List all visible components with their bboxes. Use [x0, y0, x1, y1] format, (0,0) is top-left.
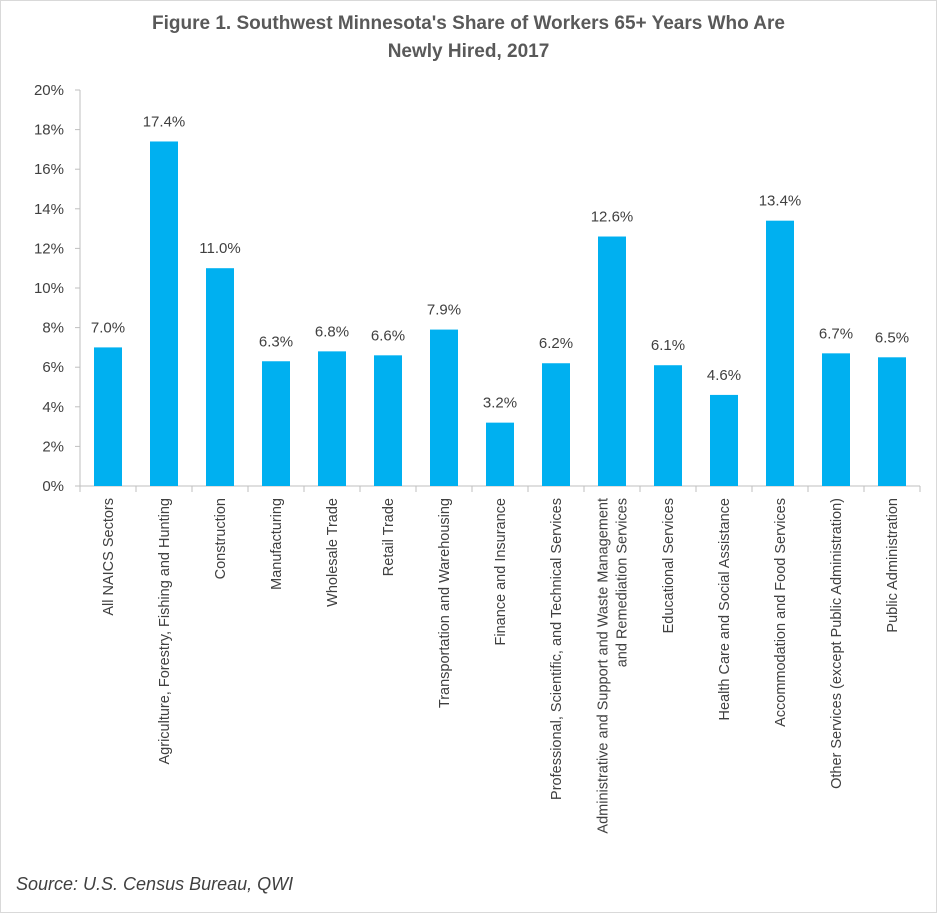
category-label: Finance and Insurance	[493, 498, 509, 646]
category-label: All NAICS Sectors	[101, 498, 117, 616]
bar	[598, 236, 626, 486]
data-label: 6.7%	[819, 325, 853, 342]
y-tick-label: 16%	[34, 161, 64, 178]
data-label: 6.5%	[875, 329, 909, 346]
bar	[486, 422, 514, 486]
data-label: 12.6%	[591, 209, 634, 226]
category-label: Public Administration	[885, 498, 901, 633]
data-label: 11.0%	[199, 240, 240, 257]
data-label: 17.4%	[143, 113, 186, 130]
bar	[710, 394, 738, 486]
y-tick-label: 0%	[42, 478, 64, 495]
data-label: 13.4%	[759, 193, 802, 210]
data-label: 3.2%	[483, 395, 517, 412]
data-label: 4.6%	[707, 367, 741, 384]
bar	[822, 353, 850, 486]
category-label: Manufacturing	[269, 498, 285, 590]
bar	[318, 351, 346, 486]
data-label: 7.9%	[427, 302, 461, 319]
source-note: Source: U.S. Census Bureau, QWI	[16, 874, 294, 894]
category-label: Accommodation and Food Services	[773, 498, 789, 727]
category-label: Construction	[213, 498, 229, 579]
bar	[766, 220, 794, 486]
category-label: Retail Trade	[381, 498, 397, 576]
bar	[262, 361, 290, 486]
category-label: Agriculture, Forestry, Fishing and Hunti…	[157, 498, 173, 765]
data-label: 6.1%	[651, 337, 685, 354]
category-label: Professional, Scientific, and Technical …	[549, 498, 565, 800]
chart-title-line-1: Figure 1. Southwest Minnesota's Share of…	[152, 13, 785, 34]
category-label: Wholesale Trade	[325, 498, 341, 607]
chart-title-line-2: Newly Hired, 2017	[387, 41, 550, 62]
y-tick-label: 14%	[34, 201, 64, 218]
y-tick-label: 4%	[42, 399, 64, 416]
category-label: and Remediation Services	[615, 498, 631, 667]
category-label: Health Care and Social Assistance	[717, 498, 733, 720]
bar	[206, 268, 234, 486]
data-label: 7.0%	[91, 319, 125, 336]
bar	[374, 355, 402, 486]
category-label: Other Services (except Public Administra…	[829, 498, 845, 789]
data-label: 6.8%	[315, 323, 349, 340]
y-tick-label: 10%	[34, 280, 64, 297]
bar	[150, 141, 178, 487]
y-tick-label: 18%	[34, 122, 64, 139]
data-label: 6.2%	[539, 335, 573, 352]
bar	[430, 329, 458, 486]
data-label: 6.3%	[259, 333, 293, 350]
y-tick-label: 20%	[34, 82, 64, 99]
bar	[654, 365, 682, 486]
y-tick-label: 8%	[42, 320, 64, 337]
bar	[542, 363, 570, 486]
bar	[94, 347, 122, 486]
chart-title: Figure 1. Southwest Minnesota's Share of…	[0, 10, 937, 66]
y-tick-label: 12%	[34, 240, 64, 257]
bar	[878, 357, 906, 486]
data-label: 6.6%	[371, 327, 405, 344]
category-label: Transportation and Warehousing	[437, 498, 453, 708]
category-label: Educational Services	[661, 498, 677, 633]
y-tick-label: 6%	[42, 359, 64, 376]
y-tick-label: 2%	[42, 438, 64, 455]
category-label: Administrative and Support and Waste Man…	[596, 498, 612, 834]
